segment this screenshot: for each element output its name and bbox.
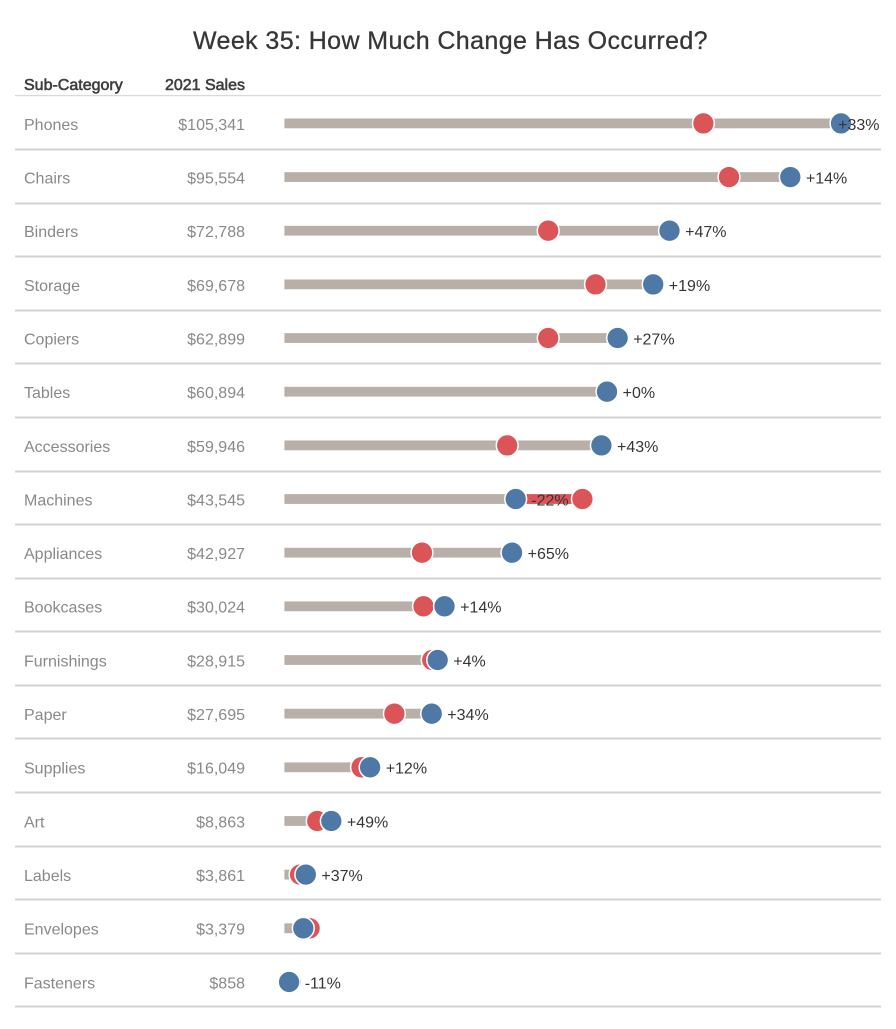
svg-text:+47%: +47% <box>685 224 726 241</box>
svg-text:Envelopes: Envelopes <box>24 922 99 939</box>
svg-text:$3,379: $3,379 <box>196 922 245 939</box>
svg-text:Binders: Binders <box>24 224 78 241</box>
svg-text:+19%: +19% <box>669 278 710 295</box>
svg-text:Tables: Tables <box>24 385 70 402</box>
svg-text:Labels: Labels <box>24 868 71 885</box>
svg-text:+43%: +43% <box>617 439 658 456</box>
svg-text:Appliances: Appliances <box>24 546 102 563</box>
svg-text:+49%: +49% <box>347 814 388 831</box>
svg-text:Paper: Paper <box>24 707 67 724</box>
svg-text:+33%: +33% <box>838 117 879 134</box>
svg-text:$8,863: $8,863 <box>196 814 245 831</box>
svg-text:+27%: +27% <box>633 331 674 348</box>
svg-text:Accessories: Accessories <box>24 439 110 456</box>
svg-text:Bookcases: Bookcases <box>24 600 102 617</box>
svg-text:$69,678: $69,678 <box>187 278 245 295</box>
svg-text:$858: $858 <box>209 975 245 992</box>
svg-text:+0%: +0% <box>623 385 655 402</box>
svg-text:$30,024: $30,024 <box>187 600 245 617</box>
svg-text:+12%: +12% <box>386 761 427 778</box>
svg-text:Supplies: Supplies <box>24 761 85 778</box>
svg-text:Machines: Machines <box>24 492 92 509</box>
svg-text:$62,899: $62,899 <box>187 331 245 348</box>
svg-text:Chairs: Chairs <box>24 171 70 188</box>
svg-text:$95,554: $95,554 <box>187 171 245 188</box>
svg-text:Furnishings: Furnishings <box>24 653 107 670</box>
svg-text:$28,915: $28,915 <box>187 653 245 670</box>
svg-text:$59,946: $59,946 <box>187 439 245 456</box>
svg-text:+37%: +37% <box>321 868 362 885</box>
svg-text:$72,788: $72,788 <box>187 224 245 241</box>
svg-text:+34%: +34% <box>447 707 488 724</box>
svg-text:Fasteners: Fasteners <box>24 975 95 992</box>
svg-text:-22%: -22% <box>531 492 568 509</box>
svg-text:Week 35: How Much Change Has O: Week 35: How Much Change Has Occurred? <box>193 27 708 55</box>
svg-text:$3,861: $3,861 <box>196 868 245 885</box>
svg-text:Copiers: Copiers <box>24 331 79 348</box>
svg-text:+4%: +4% <box>453 653 485 670</box>
svg-text:$42,927: $42,927 <box>187 546 245 563</box>
svg-text:+14%: +14% <box>460 600 501 617</box>
svg-text:$105,341: $105,341 <box>178 117 245 134</box>
svg-text:$16,049: $16,049 <box>187 761 245 778</box>
svg-text:-11%: -11% <box>305 975 341 992</box>
svg-text:$60,894: $60,894 <box>187 385 245 402</box>
svg-text:2021 Sales: 2021 Sales <box>165 77 245 94</box>
svg-text:Storage: Storage <box>24 278 80 295</box>
svg-text:Art: Art <box>24 814 45 831</box>
svg-text:Phones: Phones <box>24 117 78 134</box>
svg-text:Sub-Category: Sub-Category <box>24 77 123 94</box>
svg-text:+65%: +65% <box>528 546 569 563</box>
svg-text:$43,545: $43,545 <box>187 492 245 509</box>
svg-text:+14%: +14% <box>806 171 847 188</box>
svg-text:$27,695: $27,695 <box>187 707 245 724</box>
